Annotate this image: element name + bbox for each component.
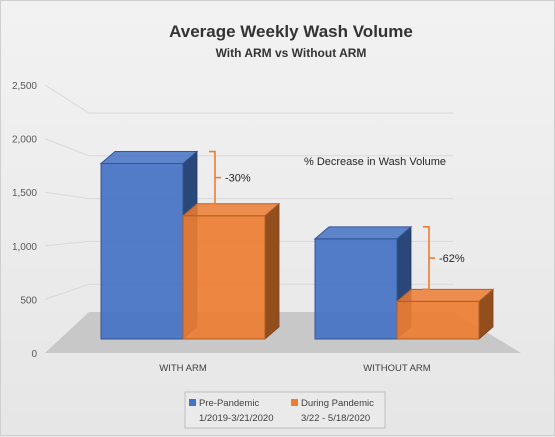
y-tick-label: 2,000 — [12, 135, 37, 146]
chart-subtitle: With ARM vs Without ARM — [216, 46, 367, 60]
decrease-bracket — [209, 150, 221, 205]
y-tick-label: 500 — [20, 295, 37, 306]
gridline-diagonal — [44, 191, 90, 200]
legend-box — [184, 391, 386, 429]
decrease-label: -62% — [439, 253, 465, 265]
x-tick-label: WITH ARM — [159, 363, 207, 374]
bars-layer — [99, 150, 495, 340]
decrease-label: -30% — [225, 173, 251, 185]
bar-side — [264, 202, 280, 340]
y-axis: 0 500 1,000 1,500 2,000 2,500 — [12, 81, 37, 360]
bar — [100, 163, 184, 340]
legend-sublabel: 1/2019-3/21/2020 — [199, 413, 273, 424]
chart-title: Average Weekly Wash Volume — [169, 22, 413, 41]
bar — [182, 215, 266, 340]
gridline-diagonal — [44, 240, 90, 247]
annotation-text: % Decrease in Wash Volume — [304, 156, 446, 168]
gridline-diagonal — [44, 283, 90, 300]
y-tick-label: 1,000 — [12, 242, 37, 253]
legend-label: During Pandemic — [301, 398, 374, 409]
legend-swatch — [189, 399, 196, 406]
legend-swatch — [291, 399, 298, 406]
bar-top — [313, 226, 413, 240]
gridline-diagonal — [44, 84, 90, 114]
y-tick-label: 2,500 — [12, 81, 37, 92]
x-axis: WITH ARM WITHOUT ARM — [159, 363, 431, 374]
x-tick-label: WITHOUT ARM — [363, 363, 430, 374]
bar-top — [99, 151, 199, 165]
decrease-bracket — [423, 226, 435, 291]
y-tick-label: 1,500 — [12, 188, 37, 199]
legend-label: Pre-Pandemic — [199, 398, 259, 409]
legend-sublabel: 3/22 - 5/18/2020 — [301, 413, 370, 424]
bar — [314, 238, 398, 340]
bar-top — [181, 203, 281, 217]
gridline-diagonal — [44, 138, 90, 157]
bar — [396, 300, 480, 340]
y-tick-label: 0 — [31, 349, 37, 360]
annotations-layer: -30% -62% % Decrease in Wash Volume — [209, 150, 465, 291]
legend: Pre-Pandemic 1/2019-3/21/2020 During Pande… — [184, 391, 386, 429]
bar-top — [395, 288, 495, 302]
